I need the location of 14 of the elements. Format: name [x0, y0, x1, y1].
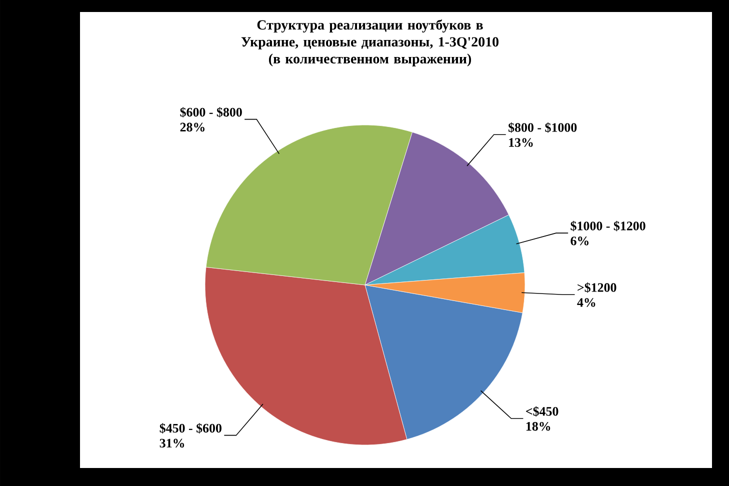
data-label: 31% [160, 438, 184, 448]
slice-label: $450 - $600 [160, 423, 222, 434]
slice-label: $800 - $1000 [508, 122, 577, 133]
data-label: 6% [570, 236, 588, 246]
data-label: 4% [577, 298, 596, 307]
slice-label: >$1200 [578, 282, 616, 293]
slice-label: $1000 - $1200 [570, 220, 646, 232]
slice-label: $600 - $800 [180, 107, 242, 118]
slice-label: <$450 [526, 406, 558, 417]
chart-title: Структура реализации ноутбуков в Украине, ценовые диапазоны, 1-3Q'2010 [241, 20, 498, 50]
data-label: 18% [526, 422, 550, 431]
data-label: 28% [180, 122, 204, 132]
chart-subtitle: (в количественном выражении) [268, 54, 472, 66]
data-label: 13% [509, 138, 533, 147]
